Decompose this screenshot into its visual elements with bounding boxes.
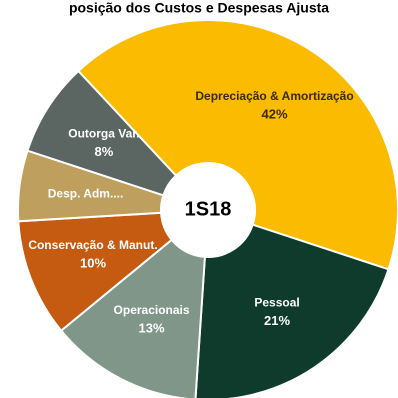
slice-label: Desp. Adm.... (48, 186, 124, 200)
slice-value: 10% (80, 255, 106, 270)
slice-label: Depreciação & Amortização (195, 89, 353, 103)
slice-label: Conservação & Manut. (28, 238, 157, 252)
slice-value: 8% (95, 144, 114, 159)
donut-slice (77, 19, 398, 271)
donut-slice (26, 69, 178, 197)
slice-label: Pessoal (254, 296, 299, 310)
chart-title: posição dos Custos e Despesas Ajusta (69, 0, 329, 16)
center-label: 1S18 (185, 198, 232, 220)
donut-slice (59, 238, 206, 398)
slice-value: 21% (264, 313, 290, 328)
slice-label: Outorga Var. (68, 127, 139, 141)
slice-value: 42% (262, 106, 288, 121)
slice-value: 13% (139, 320, 165, 335)
slice-label: Operacionais (114, 303, 190, 317)
donut-slice (17, 211, 174, 333)
